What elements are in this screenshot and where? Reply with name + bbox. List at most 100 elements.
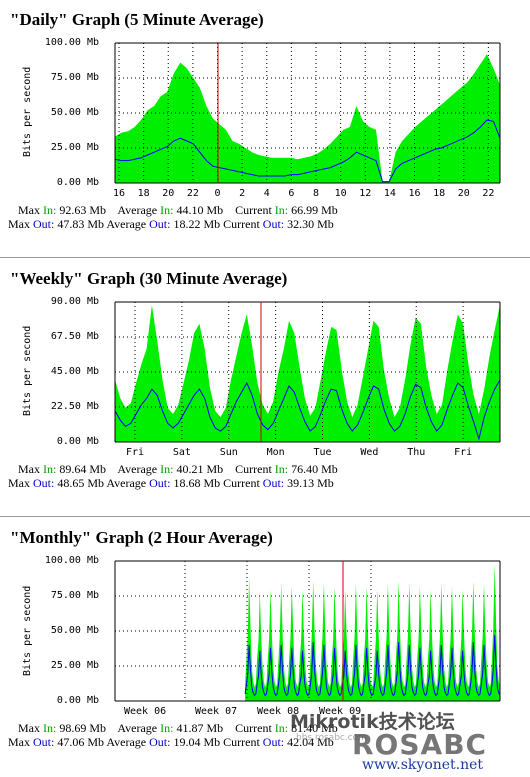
label-current: Current <box>235 462 272 476</box>
label-current: Current <box>223 217 260 231</box>
daily-xtick-label: 20 <box>162 188 174 199</box>
weekly-xtick-label: Fri <box>454 447 472 458</box>
monthly-series-out-line <box>244 635 501 697</box>
daily-cur-out: 32.30 Mb <box>287 217 334 231</box>
label-current: Current <box>223 476 260 490</box>
daily-cur-in: 66.99 Mb <box>291 203 338 217</box>
weekly-avg-out: 18.68 Mb <box>173 476 221 490</box>
watermark-site-url[interactable]: www.skyonet.net <box>362 757 484 773</box>
label-current: Current <box>223 735 260 749</box>
monthly-xtick-label: Week 08 <box>257 706 299 717</box>
monthly-max-out: 47.06 Mb <box>57 735 105 749</box>
label-max: Max <box>18 462 40 476</box>
weekly-series-out-line <box>114 379 501 441</box>
weekly-max-in: 89.64 Mb <box>59 462 107 476</box>
watermark-forum-name: Mikrotik技术论坛 <box>290 711 455 733</box>
weekly-max-out: 48.65 Mb <box>57 476 105 490</box>
watermark-bbs-url: bbs.rosabc.com <box>296 733 367 743</box>
monthly-chart: Week 06 Week 07 Week 08 Week 09 <box>114 560 501 717</box>
label-average: Average <box>106 217 147 231</box>
daily-chart: 16 18 20 22 0 2 4 6 8 10 12 14 16 18 20 22 <box>113 42 501 199</box>
weekly-xtick-label: Sun <box>220 447 238 458</box>
daily-stats: Max In: 92.63 Mb Average In: 44.10 Mb Cu… <box>18 203 338 217</box>
monthly-xtick-label: Week 07 <box>195 706 237 717</box>
label-average: Average <box>106 476 147 490</box>
weekly-stats: Max In: 89.64 Mb Average In: 40.21 Mb Cu… <box>18 462 338 476</box>
weekly-cur-in: 76.40 Mb <box>291 462 338 476</box>
daily-xtick-label: 20 <box>458 188 470 199</box>
weekly-xtick-label: Thu <box>407 447 425 458</box>
daily-xtick-label: 10 <box>335 188 347 199</box>
weekly-xtick-label: Fri <box>126 447 144 458</box>
watermark-logo: ROSABC <box>352 728 488 761</box>
monthly-avg-in: 41.87 Mb <box>176 721 224 735</box>
daily-avg-out: 18.22 Mb <box>173 217 221 231</box>
weekly-xtick-label: Sat <box>173 447 191 458</box>
label-in: In: <box>43 721 57 735</box>
label-in: In: <box>160 721 174 735</box>
weekly-graph-title: "Weekly" Graph (30 Minute Average) <box>10 269 288 288</box>
label-out: Out: <box>149 217 171 231</box>
label-in: In: <box>274 462 289 476</box>
monthly-ytick-1: 75.00 Mb <box>50 590 99 601</box>
label-average: Average <box>106 735 147 749</box>
label-out: Out: <box>262 735 285 749</box>
daily-xtick-label: 0 <box>214 188 220 199</box>
weekly-xtick-label: Mon <box>267 447 285 458</box>
daily-xtick-label: 22 <box>482 188 494 199</box>
monthly-stats-out: Max Out: 47.06 Mb Average Out: 19.04 Mb … <box>8 735 334 749</box>
weekly-avg-in: 40.21 Mb <box>176 462 224 476</box>
label-current: Current <box>235 721 272 735</box>
label-average: Average <box>117 203 158 217</box>
label-average: Average <box>117 462 158 476</box>
weekly-ytick-3: 22.50 Mb <box>50 401 99 412</box>
monthly-stats: Max In: 98.69 Mb Average In: 41.87 Mb Cu… <box>18 721 338 735</box>
daily-xtick-label: 18 <box>433 188 445 199</box>
daily-ytick-2: 50.00 Mb <box>50 107 99 118</box>
monthly-series-in-area <box>245 563 500 701</box>
daily-xtick-label: 2 <box>239 188 245 199</box>
divider <box>0 516 530 517</box>
daily-max-out: 47.83 Mb <box>57 217 105 231</box>
label-current: Current <box>235 203 272 217</box>
daily-xtick-label: 22 <box>187 188 199 199</box>
weekly-ytick-4: 0.00 Mb <box>56 436 99 447</box>
daily-ytick-4: 0.00 Mb <box>56 177 99 188</box>
monthly-max-in: 98.69 Mb <box>59 721 107 735</box>
daily-graph-title: "Daily" Graph (5 Minute Average) <box>10 10 264 29</box>
label-max: Max <box>8 476 30 490</box>
monthly-ytick-3: 25.00 Mb <box>50 660 99 671</box>
monthly-ytick-0: 100.00 Mb <box>44 555 99 566</box>
monthly-cur-out: 42.04 Mb <box>287 735 334 749</box>
label-in: In: <box>160 462 174 476</box>
daily-ytick-3: 25.00 Mb <box>50 142 99 153</box>
label-in: In: <box>160 203 174 217</box>
label-max: Max <box>18 721 40 735</box>
weekly-xtick-label: Tue <box>313 447 331 458</box>
weekly-ytick-2: 45.00 Mb <box>50 366 99 377</box>
daily-xtick-label: 16 <box>408 188 420 199</box>
label-out: Out: <box>149 735 171 749</box>
monthly-graph-title: "Monthly" Graph (2 Hour Average) <box>10 528 273 547</box>
divider <box>0 257 530 258</box>
label-out: Out: <box>262 217 285 231</box>
monthly-xtick-label: Week 09 <box>319 706 361 717</box>
label-max: Max <box>8 735 30 749</box>
weekly-ytick-1: 67.50 Mb <box>50 331 99 342</box>
label-in: In: <box>43 462 57 476</box>
weekly-stats-out: Max Out: 48.65 Mb Average Out: 18.68 Mb … <box>8 476 334 490</box>
weekly-xtick-label: Wed <box>360 447 378 458</box>
daily-xtick-label: 4 <box>264 188 270 199</box>
label-in: In: <box>43 203 57 217</box>
daily-series-out-line <box>114 119 501 183</box>
daily-stats-in-row: Max In: 92.63 Mb Average In: 44.10 Mb Cu… <box>18 203 338 217</box>
daily-xtick-label: 18 <box>138 188 150 199</box>
monthly-ytick-4: 0.00 Mb <box>56 695 99 706</box>
daily-stats-out: Max Out: 47.83 Mb Average Out: 18.22 Mb … <box>8 217 334 231</box>
label-in: In: <box>274 721 289 735</box>
label-in: In: <box>274 203 289 217</box>
label-max: Max <box>8 217 30 231</box>
monthly-avg-out: 19.04 Mb <box>173 735 221 749</box>
label-out: Out: <box>33 735 55 749</box>
label-average: Average <box>117 721 158 735</box>
